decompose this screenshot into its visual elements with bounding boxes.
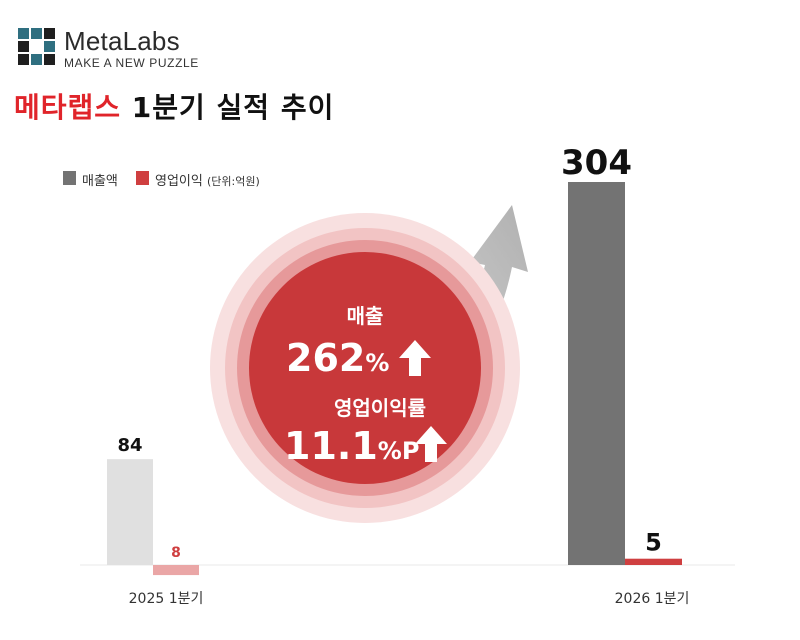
badge-revenue-growth-value: 262 [286, 336, 366, 380]
badge-revenue-growth-unit: % [365, 349, 390, 377]
logo: MetaLabs MAKE A NEW PUZZLE [18, 24, 218, 74]
data-label-operating-profit-0: 8 [171, 545, 181, 561]
logo-tagline: MAKE A NEW PUZZLE [64, 56, 199, 70]
badge-revenue-label: 매출 [346, 304, 384, 328]
x-tick-label-0: 2025 1분기 [129, 591, 204, 607]
legend-label-operating-profit: 영업이익 (단위:억원) [155, 170, 260, 189]
legend-swatch-revenue [63, 171, 76, 185]
bar-operating-profit-0 [153, 565, 199, 576]
badge-margin-growth: 11.1%P [284, 424, 419, 468]
bar-layer: 84 304 8 5 2025 1분기 2026 1분기 [107, 143, 689, 607]
badge-margin-label: 영업이익률 [334, 396, 426, 420]
page-title: 메타랩스 1분기 실적 추이 [14, 86, 334, 126]
logo-mark-icon [18, 28, 58, 68]
title-brand: 메타랩스 [14, 91, 122, 124]
badge-margin-growth-unit: %P [377, 437, 420, 465]
growth-arrow-icon [395, 205, 528, 410]
margin-up-arrow-icon [415, 426, 447, 462]
bar-revenue-0 [107, 459, 153, 565]
badge-revenue-growth: 262% [286, 336, 389, 380]
data-label-revenue-1: 304 [561, 143, 632, 183]
data-label-operating-profit-1: 5 [645, 529, 662, 557]
revenue-up-arrow-icon [399, 340, 431, 376]
legend-swatch-operating-profit [136, 171, 149, 185]
legend-profit-text: 영업이익 [155, 174, 203, 189]
bar-revenue-1 [568, 182, 625, 565]
legend-unit: (단위:억원) [206, 175, 260, 188]
badge-margin-growth-value: 11.1 [284, 424, 378, 468]
title-rest: 1분기 실적 추이 [121, 91, 335, 124]
legend-label-revenue: 매출액 [82, 174, 118, 189]
data-label-revenue-0: 84 [117, 435, 142, 456]
growth-badge: 매출 262% 영업이익률 11.1%P [250, 258, 480, 478]
logo-brand-name: MetaLabs [64, 26, 180, 56]
x-tick-label-1: 2026 1분기 [615, 591, 690, 607]
bar-operating-profit-1 [625, 558, 682, 565]
